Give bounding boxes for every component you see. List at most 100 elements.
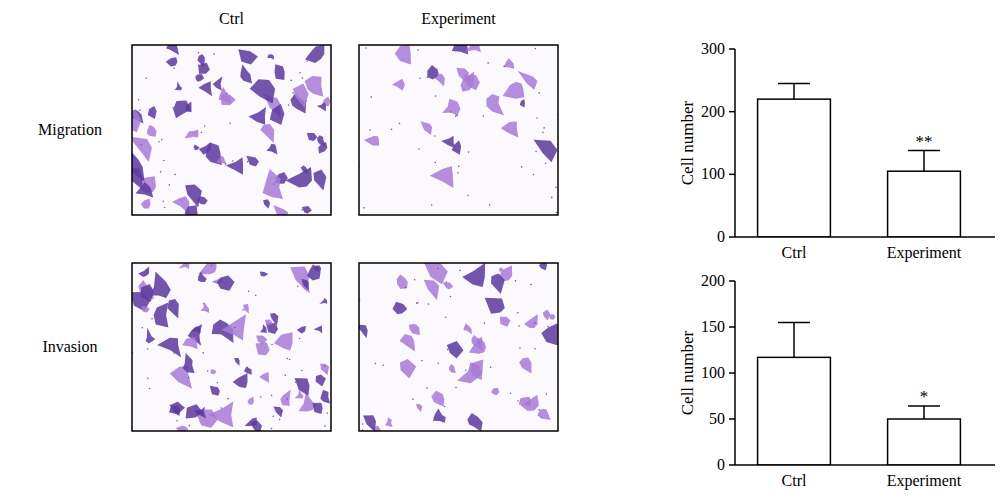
cell-blob [469, 340, 486, 354]
cell-blob [302, 206, 312, 214]
pore-dot [221, 407, 223, 409]
cell-blob [132, 168, 142, 190]
cell-blob [243, 304, 249, 314]
cell-blob [266, 144, 277, 155]
cell-blob [519, 397, 531, 407]
pore-dot [275, 181, 277, 183]
pore-dot [465, 369, 467, 371]
cell-blob [216, 156, 226, 165]
pore-dot [370, 96, 372, 98]
pore-dot [306, 61, 308, 63]
pore-dot [555, 186, 557, 188]
pore-dot [369, 129, 371, 131]
pore-dot [275, 69, 277, 71]
x-tick-label: Experiment [887, 472, 962, 490]
cell-blob [175, 82, 183, 91]
cell-blob [423, 263, 448, 284]
pore-dot [213, 53, 215, 55]
pore-dot [412, 398, 414, 400]
cell-blob [463, 323, 472, 334]
cell-blob [305, 45, 324, 63]
pore-dot [543, 127, 545, 129]
cell-blob [234, 358, 239, 366]
pore-dot [292, 92, 294, 94]
cell-blob [465, 45, 481, 52]
pore-dot [302, 77, 304, 79]
cell-blob [385, 417, 393, 427]
pore-dot [534, 322, 536, 324]
cell-blob [449, 364, 456, 373]
cell-blob [263, 199, 270, 209]
pore-dot [299, 72, 301, 74]
row-label: Migration [38, 121, 102, 139]
pore-dot [229, 122, 231, 124]
pore-dot [289, 359, 291, 361]
pore-dot [458, 166, 460, 168]
cell-blob [194, 407, 206, 419]
pore-dot [172, 107, 174, 109]
pore-dot [490, 367, 492, 369]
cell-blob [146, 328, 156, 344]
pore-dot [536, 117, 538, 119]
cell-blob [141, 284, 155, 302]
cell-blob [409, 324, 420, 335]
cell-blob [256, 343, 270, 356]
pore-dot [428, 303, 430, 305]
pore-dot [158, 141, 160, 143]
error-bar [908, 151, 940, 172]
pore-dot [414, 279, 416, 281]
pore-dot [551, 197, 553, 199]
pore-dot [142, 327, 144, 329]
cell-blob [424, 280, 440, 301]
cell-blob [503, 58, 514, 69]
pore-dot [456, 115, 458, 117]
pore-dot [273, 415, 275, 417]
cell-blob [392, 79, 405, 91]
pore-dot [204, 125, 206, 127]
pore-dot [133, 116, 135, 118]
pore-dot [168, 184, 170, 186]
pore-dot [255, 294, 257, 296]
micrograph-frame [359, 45, 558, 215]
cell-blob [447, 341, 464, 359]
pore-dot [545, 162, 547, 164]
cell-blob [491, 273, 505, 294]
pore-dot [147, 348, 149, 350]
micrograph-frame [132, 263, 331, 431]
x-tick-label: Experiment [887, 244, 962, 262]
pore-dot [517, 312, 519, 314]
cell-blob [211, 369, 217, 374]
cell-blob [213, 76, 223, 91]
pore-dot [327, 412, 329, 414]
cell-blob [275, 64, 285, 80]
pore-dot [201, 132, 203, 134]
pore-dot [273, 183, 275, 185]
cell-blob [246, 156, 259, 167]
pore-dot [484, 322, 486, 324]
cell-blob [420, 121, 432, 135]
cell-blob [501, 121, 519, 137]
cell-blob [166, 45, 179, 55]
pore-dot [248, 290, 250, 292]
pore-dot [483, 115, 485, 117]
pore-dot [510, 393, 512, 395]
cell-blob [138, 267, 149, 277]
error-bar [908, 406, 940, 419]
micrograph [132, 45, 330, 215]
pore-dot [417, 49, 419, 51]
bar [758, 99, 831, 237]
cell-blob [185, 130, 199, 139]
pore-dot [290, 80, 292, 82]
pore-dot [161, 139, 163, 141]
cell-blob [317, 135, 326, 146]
cell-blob [208, 401, 233, 427]
pore-dot [468, 151, 470, 153]
pore-dot [149, 388, 151, 390]
pore-dot [162, 200, 164, 202]
y-axis-title: Cell number [678, 330, 697, 415]
cell-blob [491, 388, 499, 395]
cell-blob [290, 267, 309, 292]
cell-blob [251, 421, 262, 431]
cell-blob [260, 271, 269, 276]
cell-blob [486, 94, 504, 116]
